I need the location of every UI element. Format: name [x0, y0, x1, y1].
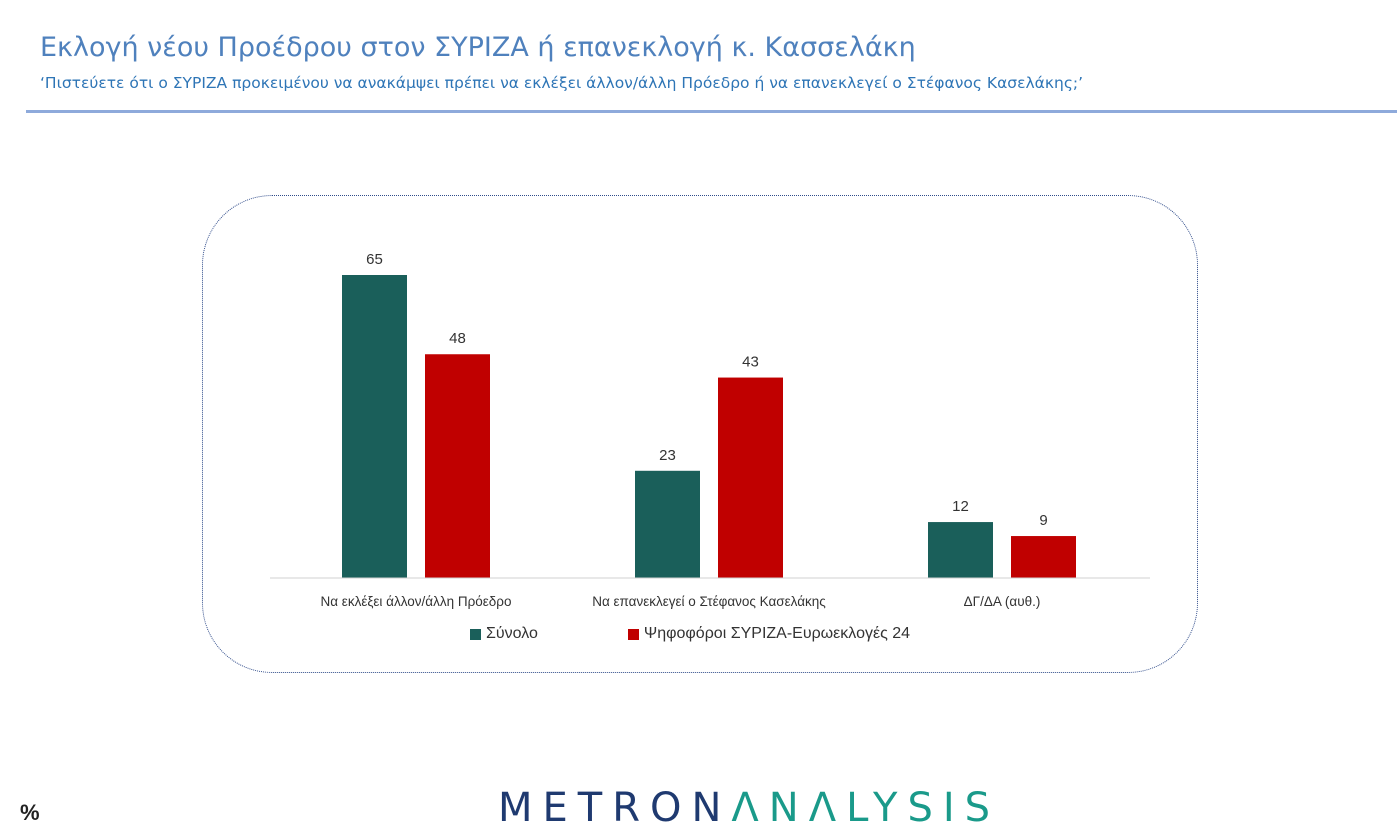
- legend: Σύνολο Ψηφοφόροι ΣΥΡΙΖΑ-Ευρωεκλογές 24: [470, 625, 1000, 643]
- legend-label-series1: Σύνολο: [486, 625, 538, 642]
- legend-label-series2: Ψηφοφόροι ΣΥΡΙΖΑ-Ευρωεκλογές 24: [643, 625, 911, 642]
- bar-series1-cat3: [928, 522, 993, 578]
- chart-frame: [202, 195, 1198, 673]
- legend-swatch-series2: [627, 628, 639, 640]
- data-label-series1-cat2: 23: [659, 447, 676, 464]
- header-divider: [26, 110, 1397, 113]
- data-label-series2-cat3: 9: [1039, 512, 1047, 529]
- bar-series1-cat1: [342, 275, 407, 578]
- metron-analysis-logo: METRONΛNΛLYSIS: [498, 785, 1000, 831]
- page-subtitle: ‘Πιστεύετε ότι ο ΣΥΡΙΖΑ προκειμένου να α…: [40, 74, 1084, 92]
- percent-unit-label: %: [20, 800, 40, 825]
- logo-text-analysis: ΛNΛLYSIS: [731, 785, 1001, 831]
- data-label-series1-cat1: 65: [366, 251, 383, 268]
- bar-series2-cat1: [425, 354, 490, 578]
- bar-series2-cat2: [718, 377, 783, 578]
- logo-text-metron: METRON: [498, 785, 732, 831]
- bar-series1-cat2: [635, 470, 700, 578]
- data-label-series2-cat2: 43: [742, 354, 759, 371]
- category-label-2: Να επανεκλεγεί ο Στέφανος Κασελάκης: [592, 594, 826, 609]
- category-label-1: Να εκλέξει άλλον/άλλη Πρόεδρο: [321, 594, 512, 609]
- bar-series2-cat3: [1011, 536, 1076, 578]
- data-label-series2-cat1: 48: [449, 330, 466, 347]
- page-title: Εκλογή νέου Προέδρου στον ΣΥΡΙΖΑ ή επανε…: [40, 32, 916, 63]
- legend-swatch-series1: [470, 628, 481, 640]
- data-label-series1-cat3: 12: [952, 498, 969, 515]
- category-label-3: ΔΓ/ΔΑ (αυθ.): [964, 594, 1041, 609]
- legend-item-series1: Σύνολο: [470, 625, 538, 643]
- legend-item-series2: Ψηφοφόροι ΣΥΡΙΖΑ-Ευρωεκλογές 24: [627, 625, 911, 643]
